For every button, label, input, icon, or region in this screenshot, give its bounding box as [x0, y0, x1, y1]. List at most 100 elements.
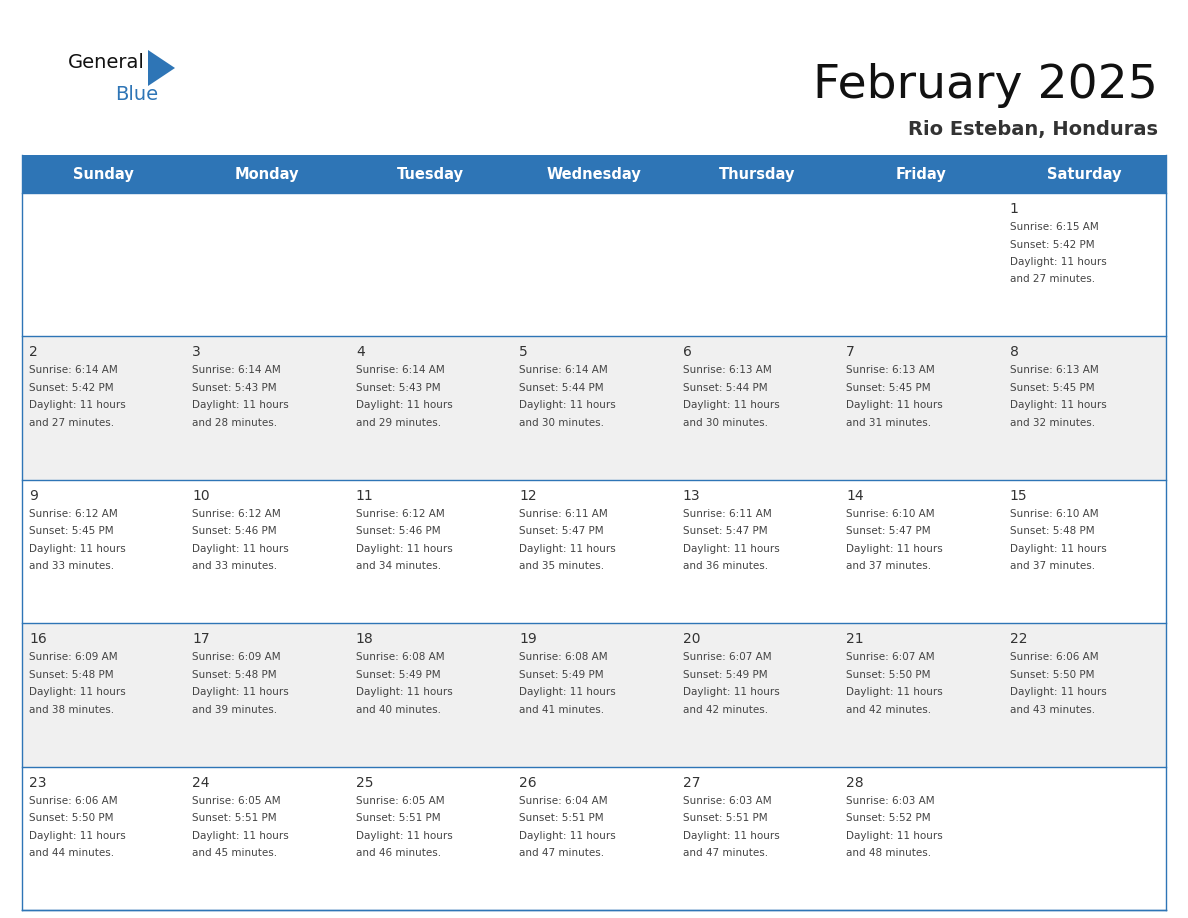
Text: Daylight: 11 hours: Daylight: 11 hours [356, 543, 453, 554]
Text: 13: 13 [683, 488, 701, 503]
Text: and 37 minutes.: and 37 minutes. [846, 561, 931, 571]
Text: Sunrise: 6:12 AM: Sunrise: 6:12 AM [356, 509, 444, 519]
Text: Sunset: 5:48 PM: Sunset: 5:48 PM [1010, 526, 1094, 536]
Text: Sunrise: 6:10 AM: Sunrise: 6:10 AM [846, 509, 935, 519]
Bar [23, 155, 1165, 193]
Text: Daylight: 11 hours: Daylight: 11 hours [356, 400, 453, 410]
Text: Sunset: 5:47 PM: Sunset: 5:47 PM [519, 526, 604, 536]
Text: 24: 24 [192, 776, 210, 789]
Text: Sunrise: 6:12 AM: Sunrise: 6:12 AM [192, 509, 282, 519]
Text: Sunset: 5:49 PM: Sunset: 5:49 PM [356, 670, 441, 679]
Text: and 42 minutes.: and 42 minutes. [846, 705, 931, 715]
Text: 12: 12 [519, 488, 537, 503]
Text: Rio Esteban, Honduras: Rio Esteban, Honduras [908, 120, 1158, 140]
Text: 22: 22 [1010, 633, 1028, 646]
Text: Sunset: 5:50 PM: Sunset: 5:50 PM [29, 813, 114, 823]
Text: Sunrise: 6:14 AM: Sunrise: 6:14 AM [356, 365, 444, 375]
Text: Sunrise: 6:07 AM: Sunrise: 6:07 AM [683, 652, 771, 662]
Text: 5: 5 [519, 345, 527, 360]
Text: Sunset: 5:51 PM: Sunset: 5:51 PM [683, 813, 767, 823]
Text: and 35 minutes.: and 35 minutes. [519, 561, 605, 571]
Text: 20: 20 [683, 633, 700, 646]
Text: Daylight: 11 hours: Daylight: 11 hours [356, 688, 453, 697]
Text: Sunrise: 6:05 AM: Sunrise: 6:05 AM [356, 796, 444, 806]
Polygon shape [148, 50, 175, 86]
Text: Sunset: 5:48 PM: Sunset: 5:48 PM [29, 670, 114, 679]
Text: Friday: Friday [896, 166, 946, 182]
Text: 11: 11 [356, 488, 373, 503]
Text: Sunset: 5:49 PM: Sunset: 5:49 PM [683, 670, 767, 679]
Text: Sunrise: 6:06 AM: Sunrise: 6:06 AM [1010, 652, 1098, 662]
Text: 15: 15 [1010, 488, 1028, 503]
Text: Daylight: 11 hours: Daylight: 11 hours [846, 831, 943, 841]
Text: and 34 minutes.: and 34 minutes. [356, 561, 441, 571]
Text: 17: 17 [192, 633, 210, 646]
Text: 6: 6 [683, 345, 691, 360]
Text: 10: 10 [192, 488, 210, 503]
Text: Sunset: 5:47 PM: Sunset: 5:47 PM [846, 526, 930, 536]
Text: Sunrise: 6:13 AM: Sunrise: 6:13 AM [1010, 365, 1099, 375]
Text: Sunset: 5:44 PM: Sunset: 5:44 PM [519, 383, 604, 393]
Text: and 29 minutes.: and 29 minutes. [356, 418, 441, 428]
Text: Daylight: 11 hours: Daylight: 11 hours [683, 400, 779, 410]
Text: and 30 minutes.: and 30 minutes. [519, 418, 605, 428]
Text: Sunrise: 6:08 AM: Sunrise: 6:08 AM [356, 652, 444, 662]
Text: and 27 minutes.: and 27 minutes. [29, 418, 114, 428]
Text: Sunset: 5:43 PM: Sunset: 5:43 PM [192, 383, 277, 393]
Text: Sunset: 5:45 PM: Sunset: 5:45 PM [846, 383, 930, 393]
Text: Daylight: 11 hours: Daylight: 11 hours [192, 688, 289, 697]
Text: Daylight: 11 hours: Daylight: 11 hours [1010, 688, 1106, 697]
Text: Sunrise: 6:05 AM: Sunrise: 6:05 AM [192, 796, 282, 806]
Text: Daylight: 11 hours: Daylight: 11 hours [1010, 543, 1106, 554]
Bar [23, 623, 1165, 767]
Text: 2: 2 [29, 345, 38, 360]
Text: Sunrise: 6:13 AM: Sunrise: 6:13 AM [846, 365, 935, 375]
Text: Sunset: 5:52 PM: Sunset: 5:52 PM [846, 813, 930, 823]
Text: and 27 minutes.: and 27 minutes. [1010, 274, 1094, 285]
Text: Sunrise: 6:07 AM: Sunrise: 6:07 AM [846, 652, 935, 662]
Text: February 2025: February 2025 [813, 62, 1158, 107]
Text: Sunrise: 6:15 AM: Sunrise: 6:15 AM [1010, 222, 1099, 232]
Text: and 37 minutes.: and 37 minutes. [1010, 561, 1094, 571]
Text: Daylight: 11 hours: Daylight: 11 hours [683, 543, 779, 554]
Text: Sunset: 5:46 PM: Sunset: 5:46 PM [192, 526, 277, 536]
Text: 1: 1 [1010, 202, 1018, 216]
Text: and 33 minutes.: and 33 minutes. [192, 561, 278, 571]
Text: and 42 minutes.: and 42 minutes. [683, 705, 767, 715]
Text: Daylight: 11 hours: Daylight: 11 hours [683, 688, 779, 697]
Text: Daylight: 11 hours: Daylight: 11 hours [519, 831, 617, 841]
Text: Sunset: 5:42 PM: Sunset: 5:42 PM [1010, 240, 1094, 250]
Text: Sunset: 5:50 PM: Sunset: 5:50 PM [1010, 670, 1094, 679]
Text: Sunrise: 6:13 AM: Sunrise: 6:13 AM [683, 365, 771, 375]
Text: and 36 minutes.: and 36 minutes. [683, 561, 767, 571]
Text: and 45 minutes.: and 45 minutes. [192, 848, 278, 858]
Text: Sunset: 5:45 PM: Sunset: 5:45 PM [29, 526, 114, 536]
Text: Daylight: 11 hours: Daylight: 11 hours [29, 688, 126, 697]
Text: Blue: Blue [115, 85, 158, 105]
Text: Sunrise: 6:09 AM: Sunrise: 6:09 AM [29, 652, 118, 662]
Text: Sunday: Sunday [74, 166, 134, 182]
Text: Wednesday: Wednesday [546, 166, 642, 182]
Text: and 47 minutes.: and 47 minutes. [519, 848, 605, 858]
Text: Sunrise: 6:12 AM: Sunrise: 6:12 AM [29, 509, 118, 519]
Text: Sunrise: 6:06 AM: Sunrise: 6:06 AM [29, 796, 118, 806]
Text: Daylight: 11 hours: Daylight: 11 hours [29, 400, 126, 410]
Text: Daylight: 11 hours: Daylight: 11 hours [1010, 400, 1106, 410]
Text: and 40 minutes.: and 40 minutes. [356, 705, 441, 715]
Text: Daylight: 11 hours: Daylight: 11 hours [192, 831, 289, 841]
Text: 27: 27 [683, 776, 700, 789]
Text: Sunrise: 6:08 AM: Sunrise: 6:08 AM [519, 652, 608, 662]
Bar [23, 336, 1165, 480]
Text: Sunrise: 6:11 AM: Sunrise: 6:11 AM [683, 509, 771, 519]
Text: Sunset: 5:49 PM: Sunset: 5:49 PM [519, 670, 604, 679]
Text: and 39 minutes.: and 39 minutes. [192, 705, 278, 715]
Text: 7: 7 [846, 345, 855, 360]
Text: Daylight: 11 hours: Daylight: 11 hours [192, 543, 289, 554]
Text: 14: 14 [846, 488, 864, 503]
Text: Sunrise: 6:10 AM: Sunrise: 6:10 AM [1010, 509, 1098, 519]
Text: Sunrise: 6:09 AM: Sunrise: 6:09 AM [192, 652, 282, 662]
Text: Daylight: 11 hours: Daylight: 11 hours [519, 543, 617, 554]
Bar [23, 480, 1165, 623]
Text: Sunset: 5:51 PM: Sunset: 5:51 PM [519, 813, 604, 823]
Text: 16: 16 [29, 633, 46, 646]
